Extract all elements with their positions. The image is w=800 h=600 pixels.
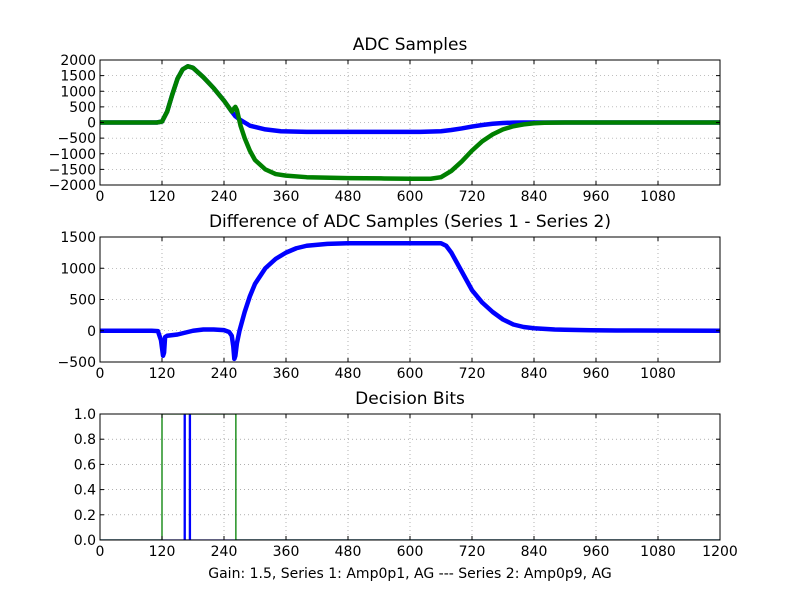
x-tick-label-adc-2: 240 xyxy=(211,189,238,205)
footer-caption: Gain: 1.5, Series 1: Amp0p1, AG --- Seri… xyxy=(208,566,612,582)
y-tick-label-diff-1: 0 xyxy=(87,324,96,340)
x-tick-label-bits-8: 960 xyxy=(583,544,610,560)
x-tick-label-adc-5: 600 xyxy=(397,189,424,205)
x-tick-label-adc-9: 1080 xyxy=(640,189,676,205)
x-tick-label-adc-4: 480 xyxy=(335,189,362,205)
x-tick-label-adc-0: 0 xyxy=(96,189,105,205)
y-tick-label-adc-6: 1000 xyxy=(60,84,96,100)
x-tick-label-bits-1: 120 xyxy=(149,544,176,560)
series-group-bits xyxy=(100,414,720,540)
y-tick-label-adc-5: 500 xyxy=(69,100,96,116)
chart-adc: ADC Samples 0 120 240 360 480 600 720 840 960 1080… xyxy=(49,35,721,205)
x-tick-label-adc-7: 840 xyxy=(521,189,548,205)
x-tick-label-diff-1: 120 xyxy=(149,366,176,382)
series-line-bits-1 xyxy=(100,414,720,540)
x-tick-label-diff-2: 240 xyxy=(211,366,238,382)
y-tick-label-diff-2: 500 xyxy=(69,293,96,309)
x-tick-label-adc-6: 720 xyxy=(459,189,486,205)
y-tick-label-adc-8: 2000 xyxy=(60,53,96,69)
x-tick-label-bits-10: 1200 xyxy=(702,544,738,560)
x-tick-label-adc-8: 960 xyxy=(583,189,610,205)
series-line-adc-2 xyxy=(100,64,720,181)
y-tick-label-adc-0: −2000 xyxy=(49,178,96,194)
y-tick-label-bits-1: 0.2 xyxy=(74,508,96,524)
x-tick-label-bits-5: 600 xyxy=(397,544,424,560)
y-tick-label-adc-7: 1500 xyxy=(60,69,96,85)
x-tick-label-adc-1: 120 xyxy=(149,189,176,205)
x-tick-label-diff-5: 600 xyxy=(397,366,424,382)
x-tick-label-bits-6: 720 xyxy=(459,544,486,560)
y-tick-label-bits-4: 0.8 xyxy=(74,432,96,448)
x-tick-label-diff-0: 0 xyxy=(96,366,105,382)
y-tick-label-diff-4: 1500 xyxy=(60,230,96,246)
chart-title-diff: Difference of ADC Samples (Series 1 - Se… xyxy=(209,212,611,232)
chart-diff: Difference of ADC Samples (Series 1 - Se… xyxy=(58,212,721,382)
y-tick-label-bits-5: 1.0 xyxy=(74,407,96,423)
y-tick-label-bits-0: 0.0 xyxy=(74,533,96,549)
chart-title-bits: Decision Bits xyxy=(355,389,465,409)
chart-bits: Decision Bits 0 120 240 360 480 600 720 840 960 10… xyxy=(74,389,738,560)
x-tick-label-adc-3: 360 xyxy=(273,189,300,205)
charts: ADC Samples 0 120 240 360 480 600 720 840 960 1080… xyxy=(49,35,738,560)
x-tick-label-bits-0: 0 xyxy=(96,544,105,560)
y-tick-label-diff-0: −500 xyxy=(58,355,96,371)
y-tick-label-adc-2: −1000 xyxy=(49,147,96,163)
y-tick-label-adc-3: −500 xyxy=(58,131,96,147)
x-tick-label-diff-9: 1080 xyxy=(640,366,676,382)
y-tick-label-adc-1: −1500 xyxy=(49,162,96,178)
series-group-diff xyxy=(100,241,720,362)
series-line-diff-1 xyxy=(100,241,720,362)
y-tick-label-bits-3: 0.6 xyxy=(74,457,96,473)
chart-title-adc: ADC Samples xyxy=(353,35,468,55)
x-tick-label-diff-7: 840 xyxy=(521,366,548,382)
y-tick-label-adc-4: 0 xyxy=(87,116,96,132)
x-tick-label-diff-3: 360 xyxy=(273,366,300,382)
x-tick-label-bits-3: 360 xyxy=(273,544,300,560)
x-tick-label-bits-2: 240 xyxy=(211,544,238,560)
x-tick-label-diff-8: 960 xyxy=(583,366,610,382)
x-tick-label-diff-6: 720 xyxy=(459,366,486,382)
y-tick-label-bits-2: 0.4 xyxy=(74,483,96,499)
x-tick-label-bits-4: 480 xyxy=(335,544,362,560)
y-tick-label-diff-3: 1000 xyxy=(60,261,96,277)
x-tick-label-bits-9: 1080 xyxy=(640,544,676,560)
x-tick-label-bits-7: 840 xyxy=(521,544,548,560)
x-tick-label-diff-4: 480 xyxy=(335,366,362,382)
series-group-adc xyxy=(100,64,720,181)
